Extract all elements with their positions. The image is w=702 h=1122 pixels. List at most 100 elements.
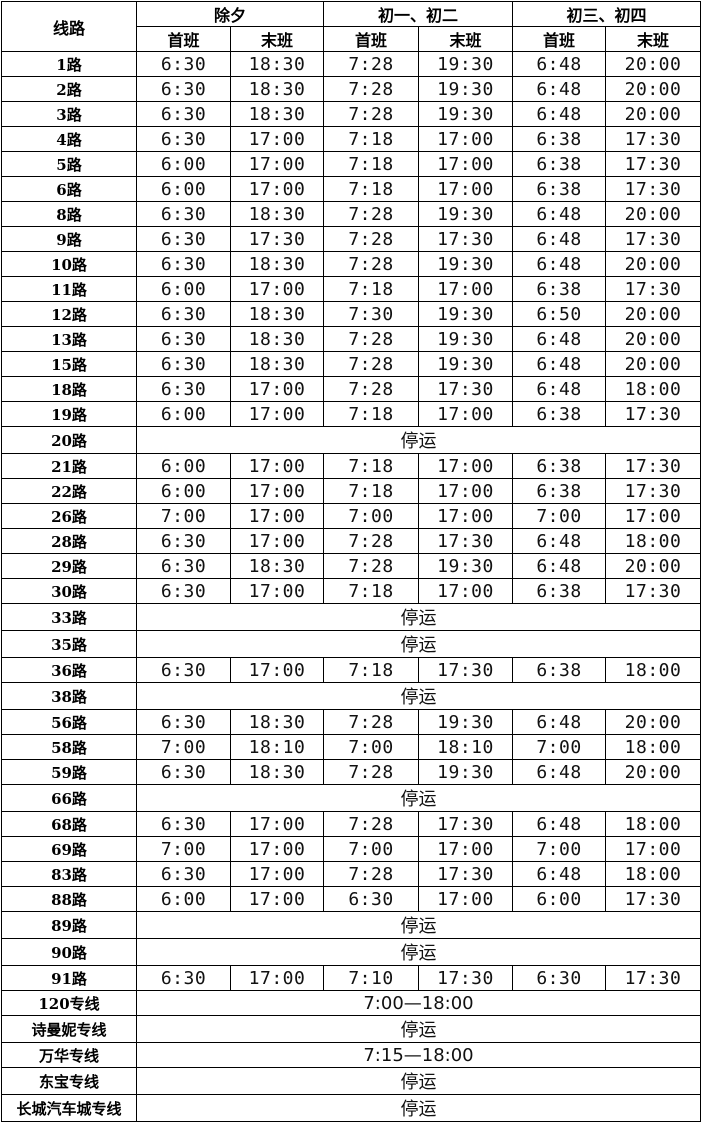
first-bus-time-cell: 6:38	[512, 453, 606, 479]
first-bus-time-cell: 7:28	[323, 326, 419, 352]
table-row: 8路 6:30 18:30 7:28 19:30 6:48 20:00	[1, 201, 701, 227]
route-name-cell: 90路	[1, 938, 137, 966]
last-bus-time-cell: 17:00	[418, 276, 513, 302]
first-bus-time-cell: 7:28	[323, 351, 419, 377]
last-bus-time-cell: 17:30	[605, 965, 701, 991]
last-bus-time-cell: 19:30	[418, 76, 513, 102]
route-name-cell: 83路	[1, 861, 137, 887]
route-name-cell: 20路	[1, 426, 137, 454]
last-bus-time-cell: 17:30	[605, 176, 701, 202]
first-bus-time-cell: 6:30	[136, 326, 231, 352]
service-note-cell: 7:00—18:00	[136, 990, 701, 1016]
table-row: 1路 6:30 18:30 7:28 19:30 6:48 20:00	[1, 51, 701, 77]
first-bus-time-cell: 6:30	[136, 226, 231, 252]
last-bus-time-cell: 18:30	[230, 709, 324, 735]
last-bus-time-cell: 17:00	[230, 151, 324, 177]
table-row: 29路 6:30 18:30 7:28 19:30 6:48 20:00	[1, 553, 701, 579]
last-bus-time-cell: 17:00	[418, 401, 513, 427]
first-bus-time-cell: 7:28	[323, 51, 419, 77]
first-bus-time-cell: 7:10	[323, 965, 419, 991]
first-bus-time-cell: 6:30	[136, 76, 231, 102]
first-bus-time-cell: 7:28	[323, 528, 419, 554]
last-bus-time-cell: 17:00	[230, 578, 324, 604]
service-note-cell: 停运	[136, 784, 701, 812]
route-name-cell: 36路	[1, 657, 137, 683]
last-bus-time-cell: 18:10	[418, 734, 513, 760]
table-row: 58路 7:00 18:10 7:00 18:10 7:00 18:00	[1, 734, 701, 760]
last-bus-time-cell: 17:30	[605, 401, 701, 427]
table-row: 88路 6:00 17:00 6:30 17:00 6:00 17:30	[1, 886, 701, 912]
table-row: 11路 6:00 17:00 7:18 17:00 6:38 17:30	[1, 276, 701, 302]
first-bus-header: 首班	[136, 26, 231, 52]
last-bus-time-cell: 17:00	[230, 657, 324, 683]
first-bus-time-cell: 6:00	[512, 886, 606, 912]
last-bus-time-cell: 17:00	[230, 861, 324, 887]
table-row: 89路 停运	[1, 911, 701, 939]
last-bus-time-cell: 19:30	[418, 51, 513, 77]
last-bus-time-cell: 17:30	[418, 657, 513, 683]
last-bus-time-cell: 17:00	[418, 453, 513, 479]
last-bus-time-cell: 18:00	[605, 376, 701, 402]
route-name-cell: 18路	[1, 376, 137, 402]
first-bus-time-cell: 7:00	[323, 503, 419, 529]
table-row: 56路 6:30 18:30 7:28 19:30 6:48 20:00	[1, 709, 701, 735]
service-note-cell: 停运	[136, 1094, 701, 1122]
first-bus-time-cell: 6:48	[512, 76, 606, 102]
table-row: 91路 6:30 17:00 7:10 17:30 6:30 17:30	[1, 965, 701, 991]
table-row: 诗曼妮专线 停运	[1, 1015, 701, 1043]
last-bus-time-cell: 17:30	[418, 965, 513, 991]
service-note-cell: 停运	[136, 630, 701, 658]
first-bus-time-cell: 6:50	[512, 301, 606, 327]
last-bus-time-cell: 17:00	[418, 126, 513, 152]
first-bus-time-cell: 7:18	[323, 478, 419, 504]
table-row: 90路 停运	[1, 938, 701, 966]
table-row: 68路 6:30 17:00 7:28 17:30 6:48 18:00	[1, 811, 701, 837]
first-bus-time-cell: 6:00	[136, 151, 231, 177]
first-bus-time-cell: 6:00	[136, 176, 231, 202]
last-bus-header: 末班	[418, 26, 513, 52]
route-name-cell: 万华专线	[1, 1042, 137, 1068]
first-bus-time-cell: 6:30	[136, 351, 231, 377]
last-bus-time-cell: 17:00	[230, 276, 324, 302]
table-row: 59路 6:30 18:30 7:28 19:30 6:48 20:00	[1, 759, 701, 785]
first-bus-time-cell: 6:30	[136, 811, 231, 837]
route-name-cell: 59路	[1, 759, 137, 785]
last-bus-time-cell: 17:30	[605, 578, 701, 604]
last-bus-time-cell: 17:30	[605, 151, 701, 177]
first-bus-time-cell: 6:38	[512, 176, 606, 202]
last-bus-time-cell: 17:30	[418, 226, 513, 252]
first-bus-time-cell: 6:48	[512, 709, 606, 735]
last-bus-time-cell: 18:30	[230, 351, 324, 377]
first-bus-time-cell: 6:48	[512, 51, 606, 77]
table-row: 5路 6:00 17:00 7:18 17:00 6:38 17:30	[1, 151, 701, 177]
last-bus-header: 末班	[605, 26, 701, 52]
table-row: 38路 停运	[1, 682, 701, 710]
route-name-cell: 69路	[1, 836, 137, 862]
first-bus-time-cell: 6:38	[512, 657, 606, 683]
service-note-cell: 停运	[136, 603, 701, 631]
route-name-cell: 56路	[1, 709, 137, 735]
table-row: 长城汽车城专线 停运	[1, 1094, 701, 1122]
route-name-cell: 120专线	[1, 990, 137, 1016]
route-name-cell: 28路	[1, 528, 137, 554]
first-bus-time-cell: 7:28	[323, 811, 419, 837]
first-bus-time-cell: 6:30	[136, 101, 231, 127]
table-row: 6路 6:00 17:00 7:18 17:00 6:38 17:30	[1, 176, 701, 202]
route-name-cell: 2路	[1, 76, 137, 102]
table-row: 21路 6:00 17:00 7:18 17:00 6:38 17:30	[1, 453, 701, 479]
route-name-cell: 91路	[1, 965, 137, 991]
last-bus-time-cell: 18:30	[230, 101, 324, 127]
last-bus-time-cell: 19:30	[418, 553, 513, 579]
route-name-cell: 诗曼妮专线	[1, 1015, 137, 1043]
route-name-cell: 19路	[1, 401, 137, 427]
last-bus-time-cell: 17:00	[230, 503, 324, 529]
table-row: 18路 6:30 17:00 7:28 17:30 6:48 18:00	[1, 376, 701, 402]
first-bus-time-cell: 7:28	[323, 76, 419, 102]
first-bus-time-cell: 6:48	[512, 861, 606, 887]
first-bus-time-cell: 6:38	[512, 401, 606, 427]
last-bus-time-cell: 17:00	[230, 478, 324, 504]
period-header-new-years-eve: 除夕	[136, 1, 324, 27]
first-bus-time-cell: 6:30	[136, 965, 231, 991]
last-bus-time-cell: 17:00	[230, 965, 324, 991]
header-row-shifts: 首班 末班 首班 末班 首班 末班	[2, 26, 701, 52]
